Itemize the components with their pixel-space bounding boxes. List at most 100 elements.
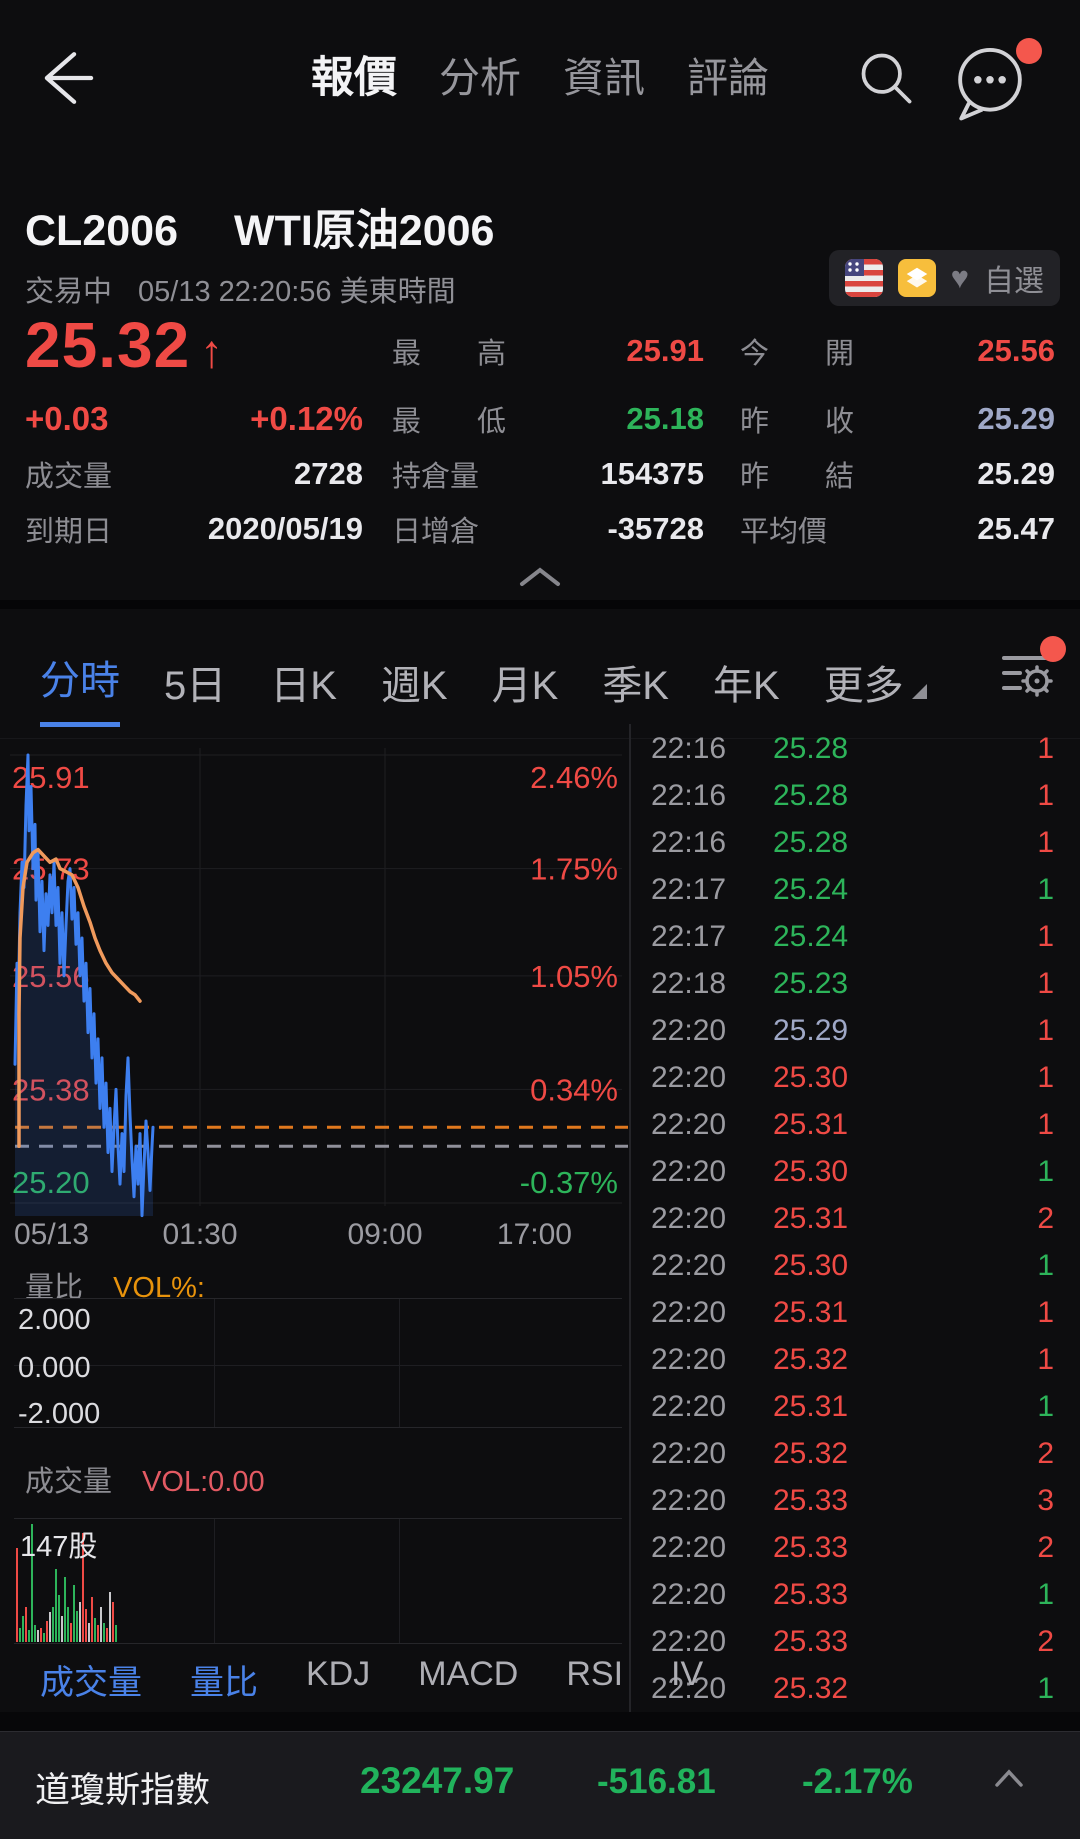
volume-bar bbox=[43, 1633, 46, 1642]
header-tab-bar: 報價 分析 資訊 評論 bbox=[0, 50, 1080, 106]
notification-dot bbox=[1040, 636, 1066, 662]
volume-bar bbox=[91, 1597, 94, 1642]
indicator-tab-KDJ[interactable]: KDJ bbox=[306, 1655, 371, 1693]
watchlist-button[interactable]: ♥ 自選 bbox=[828, 250, 1060, 306]
indicator-settings-icon[interactable] bbox=[1000, 646, 1058, 704]
trade-row: 22:20 25.31 1 bbox=[631, 1383, 1080, 1430]
more-periods-caret bbox=[911, 684, 927, 699]
chart-time-axis: 05/13 01:30 09:00 17:00 bbox=[0, 1218, 630, 1252]
volume-bar bbox=[31, 1524, 34, 1642]
volume-bar bbox=[49, 1612, 52, 1642]
quote-field-到期日: 到期日 2020/05/19 bbox=[25, 508, 363, 550]
chart-tab-分時[interactable]: 分時 bbox=[40, 648, 120, 727]
volume-bar bbox=[88, 1623, 91, 1642]
quote-field-value: 25.56 bbox=[977, 333, 1055, 368]
trade-time: 22:20 bbox=[651, 1577, 727, 1611]
index-change: -516.81 bbox=[597, 1762, 716, 1801]
trade-price: 25.30 bbox=[773, 1248, 849, 1282]
vol-ratio-panel[interactable]: 2.000 0.000 -2.000 bbox=[14, 1298, 622, 1430]
trade-time: 22:20 bbox=[651, 1483, 727, 1517]
quote-field-value: 25.29 bbox=[977, 456, 1055, 491]
quote-field-最低: 最低 25.18 bbox=[392, 398, 704, 440]
index-value: 23247.97 bbox=[360, 1760, 515, 1801]
trade-row: 22:16 25.28 1 bbox=[631, 772, 1080, 819]
trade-time: 22:20 bbox=[651, 1154, 727, 1188]
volume-title: 成交量 bbox=[25, 1466, 113, 1498]
back-arrow-icon[interactable] bbox=[34, 44, 104, 112]
chart-tab-月K[interactable]: 月K bbox=[491, 664, 559, 708]
indicator-tab-成交量[interactable]: 成交量 bbox=[40, 1664, 142, 1702]
header-tab-分析[interactable]: 分析 bbox=[439, 55, 521, 101]
index-ticker-bar[interactable]: 道瓊斯指數 23247.97 -516.81 -2.17% bbox=[0, 1731, 1080, 1839]
indicator-tab-RSI[interactable]: RSI bbox=[566, 1655, 624, 1693]
trade-tick-list[interactable]: 22:16 25.28 1 22:16 25.28 1 22:16 25.28 1 22:17 25… bbox=[631, 725, 1080, 1713]
quote-field-value: -35728 bbox=[607, 511, 704, 546]
price-line bbox=[13, 753, 155, 1218]
chart-tab-5日[interactable]: 5日 bbox=[164, 664, 227, 708]
indicator-tab-MACD[interactable]: MACD bbox=[418, 1655, 519, 1693]
volume-bar bbox=[82, 1533, 85, 1642]
chart-tab-年K[interactable]: 年K bbox=[713, 664, 780, 708]
volume-bar bbox=[115, 1625, 118, 1642]
percent-axis-label: 1.05% bbox=[530, 959, 618, 994]
intraday-chart[interactable]: 25.912.46%25.731.75%25.561.05%25.380.34%… bbox=[0, 740, 630, 1218]
indicator-tab-IV[interactable]: IV bbox=[671, 1655, 704, 1693]
quote-field-今開: 今開 25.56 bbox=[740, 330, 1055, 372]
trade-time: 22:16 bbox=[651, 825, 727, 859]
price-axis-label: 25.20 bbox=[12, 1165, 90, 1200]
trade-price: 25.31 bbox=[773, 1201, 849, 1235]
quote-field-value: 154375 bbox=[600, 456, 704, 491]
vol-ratio-tick: -2.000 bbox=[18, 1398, 101, 1430]
trade-time: 22:18 bbox=[651, 966, 727, 1000]
vol-ratio-tick: 2.000 bbox=[18, 1304, 91, 1336]
header-tab-評論[interactable]: 評論 bbox=[687, 55, 769, 101]
chat-more-icon[interactable] bbox=[948, 40, 1032, 124]
trade-price: 25.28 bbox=[773, 825, 849, 859]
volume-bar bbox=[22, 1616, 25, 1642]
average-line bbox=[17, 847, 142, 1148]
trade-price: 25.32 bbox=[773, 1671, 849, 1705]
time-axis-label: 09:00 bbox=[347, 1218, 423, 1251]
trade-price: 25.24 bbox=[773, 919, 849, 953]
chart-tab-日K[interactable]: 日K bbox=[270, 664, 337, 708]
trade-volume: 1 bbox=[1037, 872, 1054, 906]
volume-header: 成交量 VOL:0.00 bbox=[25, 1458, 265, 1500]
trade-price: 25.28 bbox=[773, 731, 849, 765]
header-tab-報價[interactable]: 報價 bbox=[311, 54, 397, 102]
quote-field-label: 到期日 bbox=[25, 516, 113, 548]
time-axis-label: 17:00 bbox=[496, 1218, 572, 1251]
header-tab-資訊[interactable]: 資訊 bbox=[563, 55, 645, 101]
trade-volume: 1 bbox=[1037, 1154, 1054, 1188]
trade-time: 22:20 bbox=[651, 1436, 727, 1470]
indicator-tab-量比[interactable]: 量比 bbox=[190, 1664, 258, 1702]
quote-field-昨收: 昨收 25.29 bbox=[740, 398, 1055, 440]
volume-bar bbox=[64, 1577, 67, 1642]
volume-bar bbox=[52, 1607, 55, 1642]
chart-tab-更多[interactable]: 更多 bbox=[824, 653, 927, 727]
trade-volume: 2 bbox=[1037, 1624, 1054, 1658]
volume-bar bbox=[70, 1623, 73, 1642]
index-bar-expand-chevron[interactable] bbox=[992, 1766, 1026, 1790]
volume-bar bbox=[19, 1628, 22, 1642]
trade-time: 22:20 bbox=[651, 1624, 727, 1658]
trade-price: 25.30 bbox=[773, 1154, 849, 1188]
chart-tab-季K[interactable]: 季K bbox=[602, 664, 669, 708]
trade-price: 25.31 bbox=[773, 1295, 849, 1329]
trade-price: 25.23 bbox=[773, 966, 849, 1000]
trade-volume: 1 bbox=[1037, 1389, 1054, 1423]
trade-time: 22:20 bbox=[651, 1530, 727, 1564]
trade-volume: 1 bbox=[1037, 1342, 1054, 1376]
trade-volume: 1 bbox=[1037, 1248, 1054, 1282]
time-axis-label: 01:30 bbox=[162, 1218, 238, 1251]
trade-time: 22:20 bbox=[651, 1295, 727, 1329]
chart-tab-週K[interactable]: 週K bbox=[380, 664, 448, 708]
quote-field-昨結: 昨結 25.29 bbox=[740, 453, 1055, 495]
trade-time: 22:16 bbox=[651, 731, 727, 765]
price-change-percent: +0.12% bbox=[250, 400, 363, 437]
trading-state: 交易中 bbox=[25, 276, 113, 308]
volume-panel[interactable]: 147股 bbox=[14, 1518, 622, 1644]
collapse-quote-chevron[interactable] bbox=[510, 562, 570, 592]
search-icon[interactable] bbox=[856, 48, 916, 108]
index-name: 道瓊斯指數 bbox=[35, 1771, 211, 1810]
trade-volume: 1 bbox=[1037, 919, 1054, 953]
